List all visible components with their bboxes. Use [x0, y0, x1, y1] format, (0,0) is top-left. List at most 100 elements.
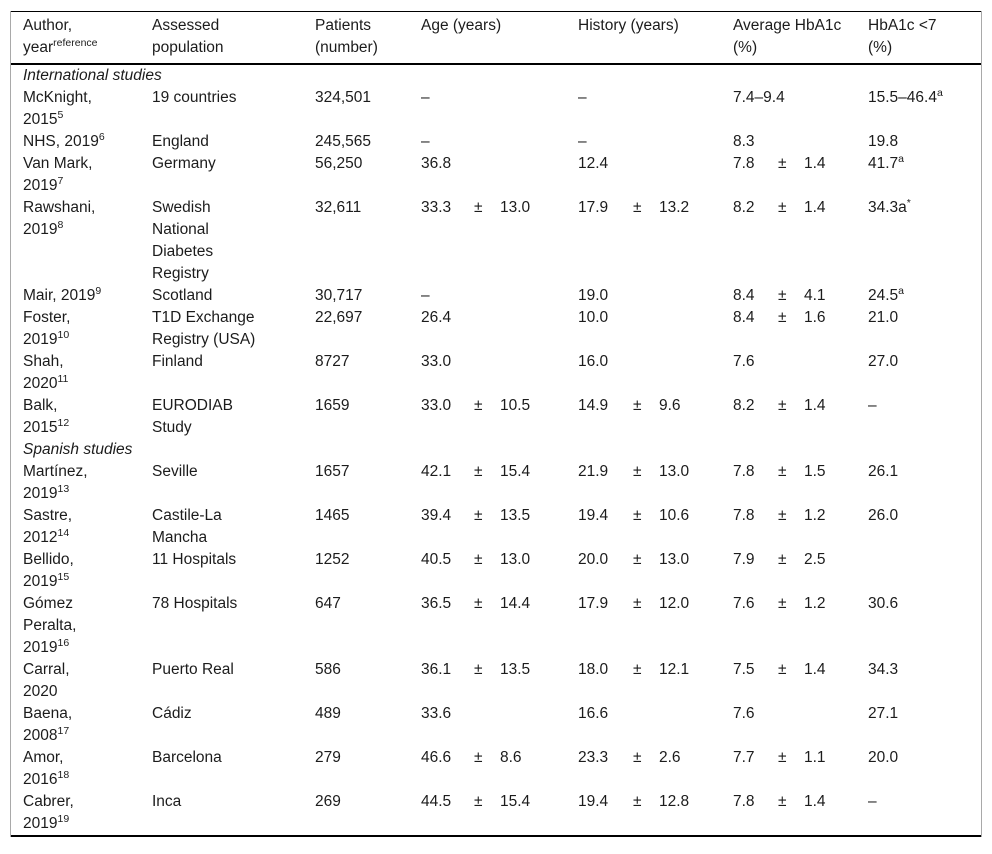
col-header-avg-hba1c: Average HbA1c (%) [733, 11, 868, 65]
hba1c-lt7-value: 30.6 [868, 595, 899, 612]
avg-hba1c-cell: 7.8 ±1.2 [733, 505, 868, 549]
table-row: Foster, 201910 T1D Exchange Registry (US… [11, 307, 981, 351]
age-value: 33.3 [421, 199, 452, 216]
history-value: 16.0 [578, 353, 609, 370]
author-text: NHS, 2019 [23, 133, 99, 150]
population-cell: Swedish National Diabetes Registry [152, 197, 315, 285]
avg-hba1c-plus-minus: ± [778, 199, 787, 216]
table-row: Van Mark, 20197 Germany 56,250 36.8 12.4… [11, 153, 981, 197]
history-value: 19.4 [578, 507, 609, 524]
avg-hba1c-plus-minus: ± [778, 507, 787, 524]
avg-hba1c-sd: 2.5 [804, 551, 826, 568]
history-cell: 10.0 [578, 307, 733, 351]
patients-cell: 245,565 [315, 133, 372, 150]
author-text: Sastre, 2012 [23, 507, 73, 546]
history-sd: 13.0 [659, 551, 690, 568]
history-value: 10.0 [578, 309, 609, 326]
avg-hba1c-cell: 8.3 [733, 131, 868, 153]
patients-cell: 279 [315, 749, 341, 766]
avg-hba1c-value: 8.4 [733, 287, 755, 304]
history-sd: 12.8 [659, 793, 690, 810]
age-cell: 39.4 ±13.5 [421, 505, 578, 549]
table-row: Sastre, 201214 Castile-La Mancha 1465 39… [11, 505, 981, 549]
history-cell: 21.9 ±13.0 [578, 461, 733, 505]
avg-hba1c-plus-minus: ± [778, 793, 787, 810]
hba1c-lt7-cell: 27.1 [868, 703, 981, 747]
history-sd: 9.6 [659, 397, 681, 414]
history-cell: 17.9 ±12.0 [578, 593, 733, 659]
patients-cell: 1252 [315, 551, 350, 568]
age-cell: 33.0 ±10.5 [421, 395, 578, 439]
history-cell: – [578, 87, 733, 131]
patients-cell: 324,501 [315, 89, 372, 106]
age-sd: 13.0 [500, 551, 531, 568]
population-text: Scotland [152, 287, 213, 304]
history-plus-minus: ± [633, 661, 642, 678]
table-row: Gómez Peralta, 201916 78 Hospitals 647 3… [11, 593, 981, 659]
age-plus-minus: ± [474, 793, 483, 810]
table-row: Cabrer, 201919 Inca 269 44.5 ±15.4 19.4 ±1… [11, 791, 981, 836]
author-text: Baena, 2008 [23, 705, 73, 744]
age-value: 44.5 [421, 793, 452, 810]
history-value: 16.6 [578, 705, 609, 722]
age-cell: 33.0 [421, 351, 578, 395]
age-cell: 46.6 ±8.6 [421, 747, 578, 791]
hba1c-lt7-value: 20.0 [868, 749, 899, 766]
avg-hba1c-value: 7.5 [733, 661, 755, 678]
table-row: Balk, 201512 EURODIAB Study 1659 33.0 ±10… [11, 395, 981, 439]
avg-hba1c-sd: 1.2 [804, 507, 826, 524]
age-plus-minus: ± [474, 661, 483, 678]
author-cell: Shah, 202011 [11, 351, 152, 395]
section-label: International studies [23, 67, 162, 84]
author-text: Gómez Peralta, 2019 [23, 595, 77, 656]
population-cell: Scotland [152, 285, 315, 307]
population-cell: Puerto Real [152, 659, 315, 703]
avg-hba1c-sd: 1.4 [804, 397, 826, 414]
history-cell: 17.9 ±13.2 [578, 197, 733, 285]
history-plus-minus: ± [633, 595, 642, 612]
avg-hba1c-cell: 8.2 ±1.4 [733, 197, 868, 285]
history-sd: 2.6 [659, 749, 681, 766]
avg-hba1c-value: 7.6 [733, 595, 755, 612]
age-value: 40.5 [421, 551, 452, 568]
age-sd: 13.5 [500, 661, 531, 678]
table-row: Amor, 201618 Barcelona 279 46.6 ±8.6 23.3… [11, 747, 981, 791]
table-row: McKnight, 20155 19 countries 324,501 – –… [11, 87, 981, 131]
author-cell: Amor, 201618 [11, 747, 152, 791]
table-row: Rawshani, 20198 Swedish National Diabete… [11, 197, 981, 285]
age-sd: 8.6 [500, 749, 522, 766]
history-sd: 12.0 [659, 595, 690, 612]
avg-hba1c-cell: 7.8 ±1.4 [733, 791, 868, 836]
avg-hba1c-plus-minus: ± [778, 397, 787, 414]
author-text: Cabrer, 2019 [23, 793, 74, 832]
history-plus-minus: ± [633, 397, 642, 414]
hba1c-lt7-value: 41.7 [868, 155, 899, 172]
avg-hba1c-value: 8.3 [733, 133, 755, 150]
avg-hba1c-cell: 8.2 ±1.4 [733, 395, 868, 439]
avg-hba1c-plus-minus: ± [778, 309, 787, 326]
history-cell: 19.0 [578, 285, 733, 307]
col-header-author: Author, yearreference [11, 11, 152, 65]
age-plus-minus: ± [474, 595, 483, 612]
hba1c-lt7-superscript: a [936, 86, 943, 99]
avg-hba1c-value: 7.8 [733, 463, 755, 480]
author-text: Amor, 2016 [23, 749, 64, 788]
author-reference-superscript: 19 [57, 812, 70, 825]
age-cell: 42.1 ±15.4 [421, 461, 578, 505]
age-value: 42.1 [421, 463, 452, 480]
author-reference-superscript: 11 [57, 372, 69, 385]
avg-hba1c-cell: 7.4–9.4 [733, 87, 868, 131]
avg-hba1c-value: 8.2 [733, 397, 755, 414]
avg-hba1c-plus-minus: ± [778, 287, 787, 304]
population-cell: Barcelona [152, 747, 315, 791]
section-row: Spanish studies [11, 439, 981, 461]
history-cell: 19.4 ±12.8 [578, 791, 733, 836]
population-cell: Seville [152, 461, 315, 505]
history-plus-minus: ± [633, 749, 642, 766]
population-cell: Finland [152, 351, 315, 395]
author-reference-superscript: 10 [57, 328, 70, 341]
hba1c-lt7-value: 26.0 [868, 507, 899, 524]
hba1c-lt7-cell: 34.3 [868, 659, 981, 703]
author-cell: Bellido, 201915 [11, 549, 152, 593]
author-reference-superscript: 16 [57, 636, 70, 649]
